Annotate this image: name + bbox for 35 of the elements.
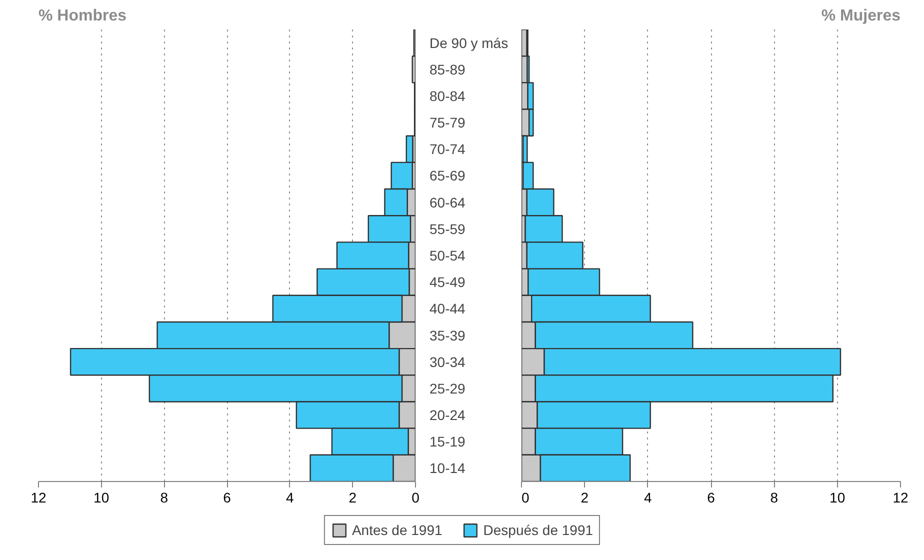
legend-label: Después de 1991 [483, 522, 594, 538]
y-tick-label: 10-14 [430, 460, 466, 476]
x-tick-label: 6 [707, 490, 716, 506]
y-tick-label: 30-34 [430, 354, 466, 370]
chart-title: % Mujeres [821, 8, 901, 24]
x-tick-label: 12 [30, 490, 46, 506]
legend-label: Antes de 1991 [352, 522, 442, 538]
x-tick-label: 12 [892, 490, 908, 506]
x-tick-label: 4 [286, 490, 294, 506]
x-tick-label: 2 [348, 490, 357, 506]
y-tick-label: 40-44 [430, 300, 466, 317]
y-tick-label: 60-64 [430, 194, 466, 210]
y-tick-label: 70-74 [430, 141, 466, 158]
y-tick-label: 75-79 [430, 114, 466, 131]
x-tick-label: 4 [644, 490, 652, 506]
y-tick-label: 65-69 [430, 168, 466, 184]
y-tick-label: 35-39 [430, 327, 466, 344]
x-tick-label: 8 [160, 490, 168, 506]
x-tick-label: 0 [412, 490, 420, 506]
y-tick-label: 15-19 [430, 434, 466, 450]
x-tick-label: 0 [522, 490, 530, 506]
chart-title: % Hombres [38, 8, 127, 24]
x-tick-label: 6 [223, 490, 232, 506]
x-tick-label: 10 [830, 490, 846, 506]
x-tick-label: 2 [580, 490, 589, 506]
y-tick-label: 55-59 [430, 220, 466, 237]
y-tick-label: 20-24 [430, 407, 466, 424]
x-tick-label: 10 [94, 490, 110, 506]
y-tick-label: 50-54 [430, 248, 466, 264]
y-tick-label: 45-49 [430, 274, 466, 290]
y-tick-label: 25-29 [430, 380, 466, 396]
y-tick-label: De 90 y más [430, 34, 508, 51]
x-tick-label: 8 [770, 490, 778, 506]
y-tick-label: 80-84 [430, 88, 466, 104]
y-tick-label: 85-89 [430, 61, 466, 78]
